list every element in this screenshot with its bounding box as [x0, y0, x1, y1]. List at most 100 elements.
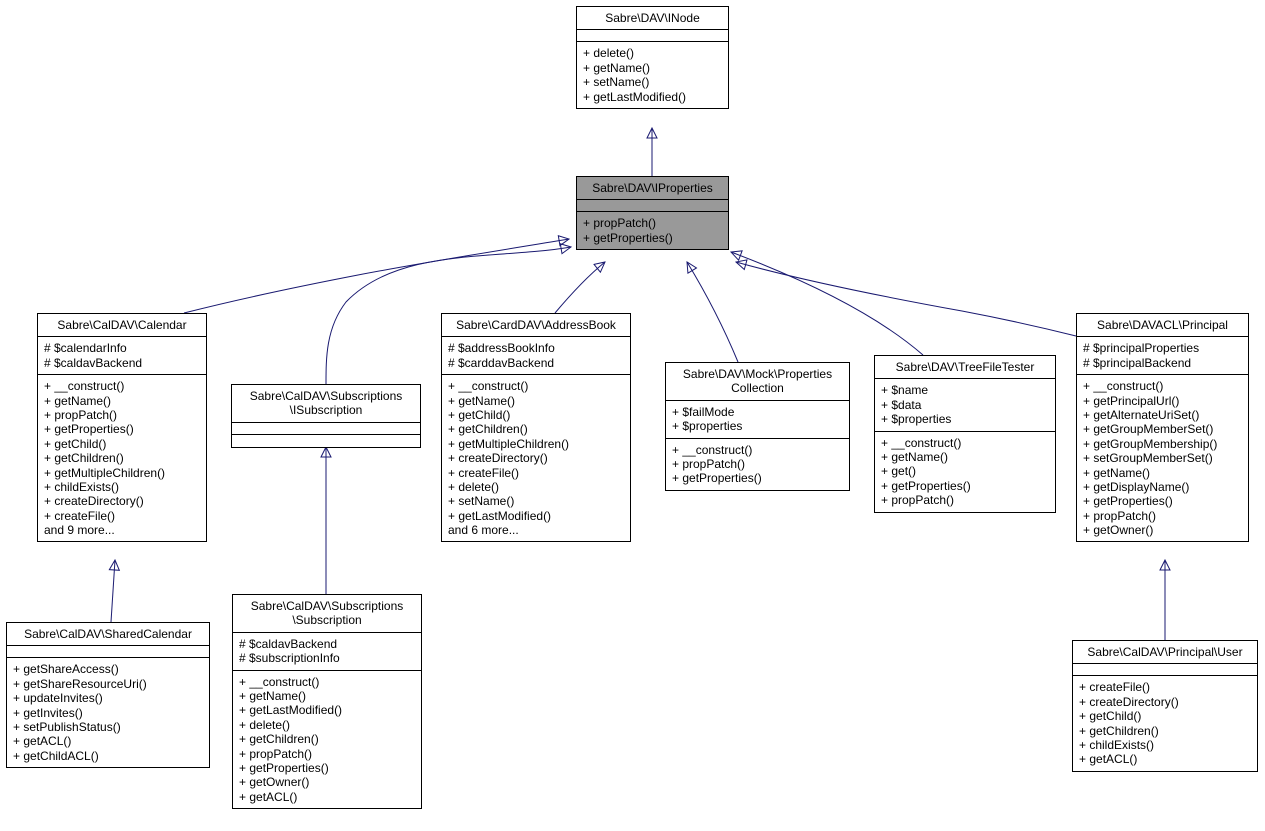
title-line: \ISubscription: [238, 403, 414, 417]
title-line: Sabre\DAVACL\Principal: [1083, 318, 1242, 332]
attr-line: # $caldavBackend: [239, 637, 415, 651]
class-title: Sabre\DAV\TreeFileTester: [875, 356, 1055, 379]
method-line: + propPatch(): [672, 457, 843, 471]
class-title: Sabre\CalDAV\Principal\User: [1073, 641, 1257, 664]
method-line: + getChild(): [448, 408, 624, 422]
class-attrs: # $addressBookInfo# $carddavBackend: [442, 337, 630, 375]
method-line: + createFile(): [1079, 680, 1251, 694]
attr-line: + $failMode: [672, 405, 843, 419]
method-line: + getChild(): [44, 437, 200, 451]
class-mockprops[interactable]: Sabre\DAV\Mock\PropertiesCollection+ $fa…: [665, 362, 850, 491]
method-line: + getDisplayName(): [1083, 480, 1242, 494]
class-methods: + __construct()+ getName()+ getChild()+ …: [442, 375, 630, 541]
class-methods: [232, 435, 420, 447]
method-line: + getChild(): [1079, 709, 1251, 723]
class-methods: + delete()+ getName()+ setName()+ getLas…: [577, 42, 728, 108]
method-line: + __construct(): [672, 443, 843, 457]
class-inode[interactable]: Sabre\DAV\INode + delete()+ getName()+ se…: [576, 6, 729, 109]
class-title: Sabre\CardDAV\AddressBook: [442, 314, 630, 337]
method-line: + getOwner(): [239, 775, 415, 789]
class-title: Sabre\DAV\INode: [577, 7, 728, 30]
class-calendar[interactable]: Sabre\CalDAV\Calendar # $calendarInfo# $c…: [37, 313, 207, 542]
method-line: + getName(): [583, 61, 722, 75]
method-line: + propPatch(): [881, 493, 1049, 507]
class-addressbook[interactable]: Sabre\CardDAV\AddressBook# $addressBookI…: [441, 313, 631, 542]
class-attrs: [1073, 664, 1257, 676]
method-line: + getProperties(): [881, 479, 1049, 493]
class-attrs: # $calendarInfo# $caldavBackend: [38, 337, 206, 375]
method-line: + getChildren(): [239, 732, 415, 746]
method-line: + getProperties(): [239, 761, 415, 775]
class-principaluser[interactable]: Sabre\CalDAV\Principal\User + createFile(…: [1072, 640, 1258, 772]
method-line: + getACL(): [1079, 752, 1251, 766]
method-line: + updateInvites(): [13, 691, 203, 705]
method-line: + getProperties(): [672, 471, 843, 485]
attr-line: # $subscriptionInfo: [239, 651, 415, 665]
class-methods: + getShareAccess()+ getShareResourceUri(…: [7, 658, 209, 767]
title-line: Sabre\DAV\INode: [583, 11, 722, 25]
method-line: and 6 more...: [448, 523, 624, 537]
attr-line: # $carddavBackend: [448, 356, 624, 370]
title-line: Sabre\CalDAV\Subscriptions: [239, 599, 415, 613]
method-line: + getShareResourceUri(): [13, 677, 203, 691]
class-methods: + __construct()+ getPrincipalUrl()+ getA…: [1077, 375, 1248, 541]
method-line: + createDirectory(): [1079, 695, 1251, 709]
method-line: + delete(): [239, 718, 415, 732]
method-line: + getProperties(): [1083, 494, 1242, 508]
class-shared[interactable]: Sabre\CalDAV\SharedCalendar + getShareAcc…: [6, 622, 210, 768]
class-attrs: + $failMode+ $properties: [666, 401, 849, 439]
method-line: + get(): [881, 464, 1049, 478]
title-line: Sabre\CalDAV\SharedCalendar: [13, 627, 203, 641]
method-line: + childExists(): [44, 480, 200, 494]
method-line: + delete(): [448, 480, 624, 494]
method-line: + getPrincipalUrl(): [1083, 394, 1242, 408]
class-subscription[interactable]: Sabre\CalDAV\Subscriptions\Subscription #…: [232, 594, 422, 809]
method-line: + getLastModified(): [448, 509, 624, 523]
class-title: Sabre\CalDAV\Subscriptions\Subscription: [233, 595, 421, 633]
method-line: + propPatch(): [44, 408, 200, 422]
method-line: + getProperties(): [583, 231, 722, 245]
method-line: and 9 more...: [44, 523, 200, 537]
class-title: Sabre\CalDAV\Subscriptions\ISubscription: [232, 385, 420, 423]
class-attrs: [577, 200, 728, 212]
attr-line: # $addressBookInfo: [448, 341, 624, 355]
method-line: + getShareAccess(): [13, 662, 203, 676]
class-title: Sabre\DAV\Mock\PropertiesCollection: [666, 363, 849, 401]
method-line: + __construct(): [448, 379, 624, 393]
class-title: Sabre\CalDAV\SharedCalendar: [7, 623, 209, 646]
method-line: + getLastModified(): [583, 90, 722, 104]
method-line: + getInvites(): [13, 706, 203, 720]
class-principal[interactable]: Sabre\DAVACL\Principal # $principalProper…: [1076, 313, 1249, 542]
method-line: + propPatch(): [239, 747, 415, 761]
class-iprops[interactable]: Sabre\DAV\IProperties+ propPatch()+ getP…: [576, 176, 729, 250]
attr-line: # $principalProperties: [1083, 341, 1242, 355]
attr-line: # $calendarInfo: [44, 341, 200, 355]
edge-mockprops-to-iprops: [687, 262, 738, 362]
method-line: + getMultipleChildren(): [448, 437, 624, 451]
method-line: + createDirectory(): [44, 494, 200, 508]
title-line: Sabre\CalDAV\Calendar: [44, 318, 200, 332]
class-methods: + propPatch()+ getProperties(): [577, 212, 728, 249]
method-line: + getAlternateUriSet(): [1083, 408, 1242, 422]
method-line: + propPatch(): [1083, 509, 1242, 523]
class-attrs: [577, 30, 728, 42]
method-line: + getProperties(): [44, 422, 200, 436]
class-attrs: [232, 423, 420, 435]
method-line: + getACL(): [239, 790, 415, 804]
edge-addressbook-to-iprops: [555, 262, 605, 313]
class-treefile[interactable]: Sabre\DAV\TreeFileTester+ $name+ $data+ …: [874, 355, 1056, 513]
method-line: + __construct(): [881, 436, 1049, 450]
method-line: + createFile(): [44, 509, 200, 523]
method-line: + getChildACL(): [13, 749, 203, 763]
attr-line: + $properties: [881, 412, 1049, 426]
method-line: + setName(): [448, 494, 624, 508]
class-methods: + __construct()+ getName()+ propPatch()+…: [38, 375, 206, 541]
class-isubscription[interactable]: Sabre\CalDAV\Subscriptions\ISubscription: [231, 384, 421, 448]
class-methods: + __construct()+ getName()+ getLastModif…: [233, 671, 421, 809]
method-line: + getMultipleChildren(): [44, 466, 200, 480]
title-line: Sabre\CalDAV\Principal\User: [1079, 645, 1251, 659]
attr-line: + $name: [881, 383, 1049, 397]
method-line: + childExists(): [1079, 738, 1251, 752]
method-line: + getChildren(): [448, 422, 624, 436]
class-attrs: # $principalProperties# $principalBacken…: [1077, 337, 1248, 375]
